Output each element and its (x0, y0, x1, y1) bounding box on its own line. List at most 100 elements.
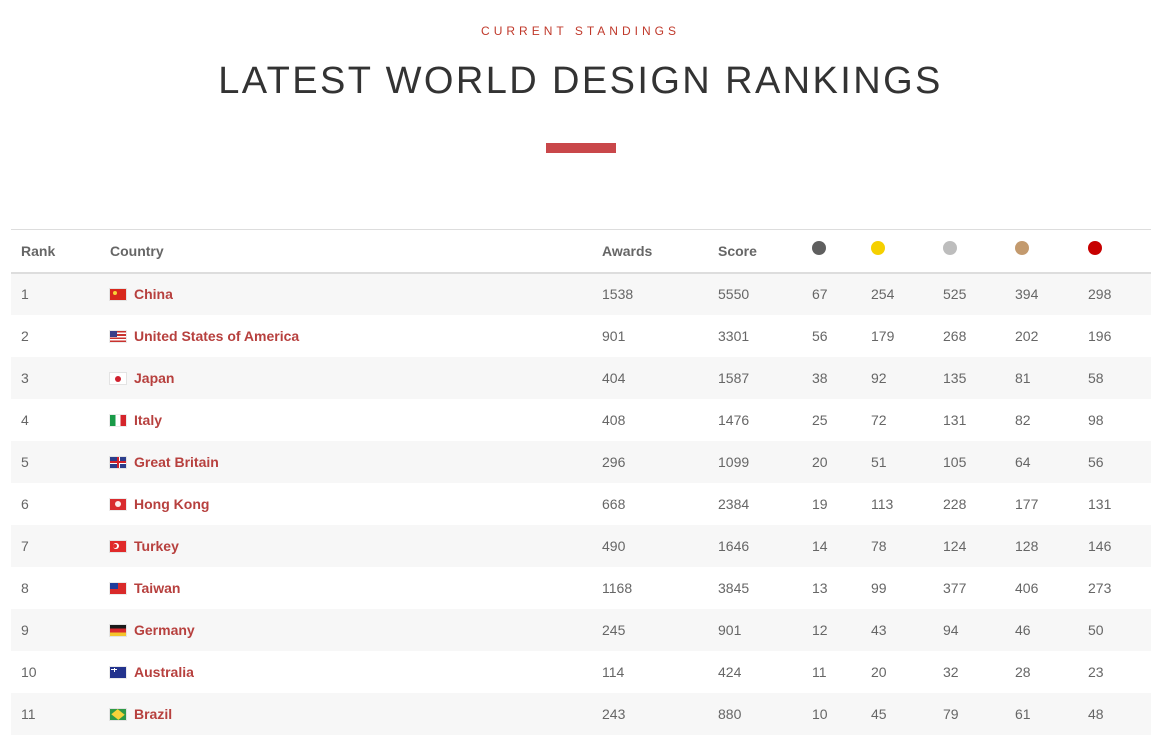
silver-count-cell: 105 (943, 453, 967, 470)
score-cell: 1476 (718, 411, 750, 428)
country-cell: Turkey (100, 525, 592, 567)
country-link[interactable]: United States of America (134, 327, 300, 344)
country-link[interactable]: Germany (134, 621, 195, 638)
silver-count-cell: 268 (943, 327, 967, 344)
score-column-header[interactable]: Score (708, 229, 802, 274)
awards-cell: 490 (602, 537, 626, 554)
platinum-column-header[interactable] (802, 229, 861, 274)
rank-cell: 7 (21, 537, 29, 554)
table-row: 5 Great Britain 296 1099 20 51 105 64 56 (11, 440, 1151, 483)
table-row: 3 Japan 404 1587 38 92 135 81 58 (11, 356, 1151, 399)
red-count-cell: 58 (1088, 369, 1104, 386)
gold-count-cell: 254 (871, 286, 895, 302)
red-count-cell: 131 (1088, 495, 1112, 512)
platinum-medal-icon (812, 240, 826, 255)
flag-br-icon (110, 708, 126, 720)
page-title: LATEST WORLD DESIGN RANKINGS (218, 60, 943, 102)
country-link[interactable]: Italy (134, 411, 163, 428)
bronze-count-cell: 406 (1015, 579, 1039, 596)
rankings-table-container: Rank Country Awards Score 1 China 1538 5550… (11, 229, 1151, 735)
table-row: 11 Brazil 243 880 10 45 79 61 48 (11, 692, 1151, 735)
score-cell: 3301 (718, 327, 750, 344)
red-count-cell: 298 (1088, 286, 1112, 302)
silver-count-cell: 131 (943, 411, 967, 428)
country-column-header[interactable]: Country (100, 229, 592, 274)
score-cell: 2384 (718, 495, 750, 512)
country-link[interactable]: China (134, 286, 173, 302)
rank-cell: 4 (21, 411, 29, 428)
country-link[interactable]: Taiwan (134, 579, 181, 596)
gold-count-cell: 78 (871, 537, 887, 554)
silver-count-cell: 377 (943, 579, 967, 596)
rank-cell: 3 (21, 369, 29, 386)
country-link[interactable]: Brazil (134, 705, 173, 722)
awards-cell: 668 (602, 495, 626, 512)
country-cell: Australia (100, 651, 592, 693)
bronze-column-header[interactable] (1005, 229, 1078, 274)
country-cell: Hong Kong (100, 483, 592, 525)
country-cell: Japan (100, 357, 592, 399)
rank-cell: 6 (21, 495, 29, 512)
country-link[interactable]: Australia (134, 663, 194, 680)
table-row: 8 Taiwan 1168 3845 13 99 377 406 273 (11, 567, 1151, 609)
red-column-header[interactable] (1078, 229, 1151, 274)
gold-count-cell: 43 (871, 621, 887, 638)
bronze-count-cell: 28 (1015, 663, 1031, 680)
country-cell: Great Britain (100, 441, 592, 483)
rank-cell: 2 (21, 327, 29, 344)
silver-medal-icon (943, 240, 957, 255)
gold-count-cell: 92 (871, 369, 887, 386)
platinum-count-cell: 10 (812, 705, 828, 722)
rank-cell: 8 (21, 579, 29, 596)
awards-cell: 404 (602, 369, 626, 386)
awards-column-header[interactable]: Awards (592, 229, 708, 274)
red-count-cell: 273 (1088, 579, 1112, 596)
flag-de-icon (110, 624, 126, 636)
red-count-cell: 196 (1088, 327, 1112, 344)
country-link[interactable]: Hong Kong (134, 495, 210, 512)
platinum-count-cell: 25 (812, 411, 828, 428)
country-link[interactable]: Japan (134, 369, 175, 386)
silver-count-cell: 32 (943, 663, 959, 680)
bronze-count-cell: 128 (1015, 537, 1039, 554)
country-cell: Germany (100, 609, 592, 651)
awards-cell: 114 (602, 663, 625, 680)
awards-cell: 245 (602, 621, 626, 638)
title-accent-bar (546, 143, 616, 153)
red-count-cell: 23 (1088, 663, 1104, 680)
red-count-cell: 98 (1088, 411, 1104, 428)
country-cell: Taiwan (100, 567, 592, 609)
gold-count-cell: 99 (871, 579, 887, 596)
flag-jp-icon (110, 372, 126, 384)
bronze-count-cell: 46 (1015, 621, 1031, 638)
awards-cell: 296 (602, 453, 626, 470)
awards-cell: 1168 (602, 579, 633, 596)
platinum-count-cell: 20 (812, 453, 828, 470)
silver-column-header[interactable] (933, 229, 1005, 274)
country-cell: Brazil (100, 693, 592, 735)
platinum-count-cell: 38 (812, 369, 828, 386)
gold-count-cell: 20 (871, 663, 887, 680)
platinum-count-cell: 12 (812, 621, 828, 638)
bronze-count-cell: 81 (1015, 369, 1031, 386)
table-row: 1 China 1538 5550 67 254 525 394 298 (11, 272, 1151, 315)
rank-cell: 10 (21, 663, 37, 680)
gold-column-header[interactable] (861, 229, 933, 274)
score-cell: 901 (718, 621, 742, 638)
country-link[interactable]: Turkey (134, 537, 179, 554)
silver-count-cell: 94 (943, 621, 959, 638)
gold-count-cell: 113 (871, 495, 894, 512)
bronze-count-cell: 202 (1015, 327, 1039, 344)
table-row: 10 Australia 114 424 11 20 32 28 23 (11, 651, 1151, 693)
flag-it-icon (110, 414, 126, 426)
score-cell: 1646 (718, 537, 750, 554)
gold-count-cell: 45 (871, 705, 887, 722)
table-row: 2 United States of America 901 3301 56 179 268… (11, 315, 1151, 357)
table-row: 6 Hong Kong 668 2384 19 113 228 177 131 (11, 483, 1151, 525)
flag-hk-icon (110, 498, 126, 510)
score-cell: 1099 (718, 453, 750, 470)
rank-column-header[interactable]: Rank (11, 229, 100, 274)
country-cell: United States of America (100, 315, 592, 357)
country-link[interactable]: Great Britain (134, 453, 219, 470)
flag-tr-icon (110, 540, 126, 552)
